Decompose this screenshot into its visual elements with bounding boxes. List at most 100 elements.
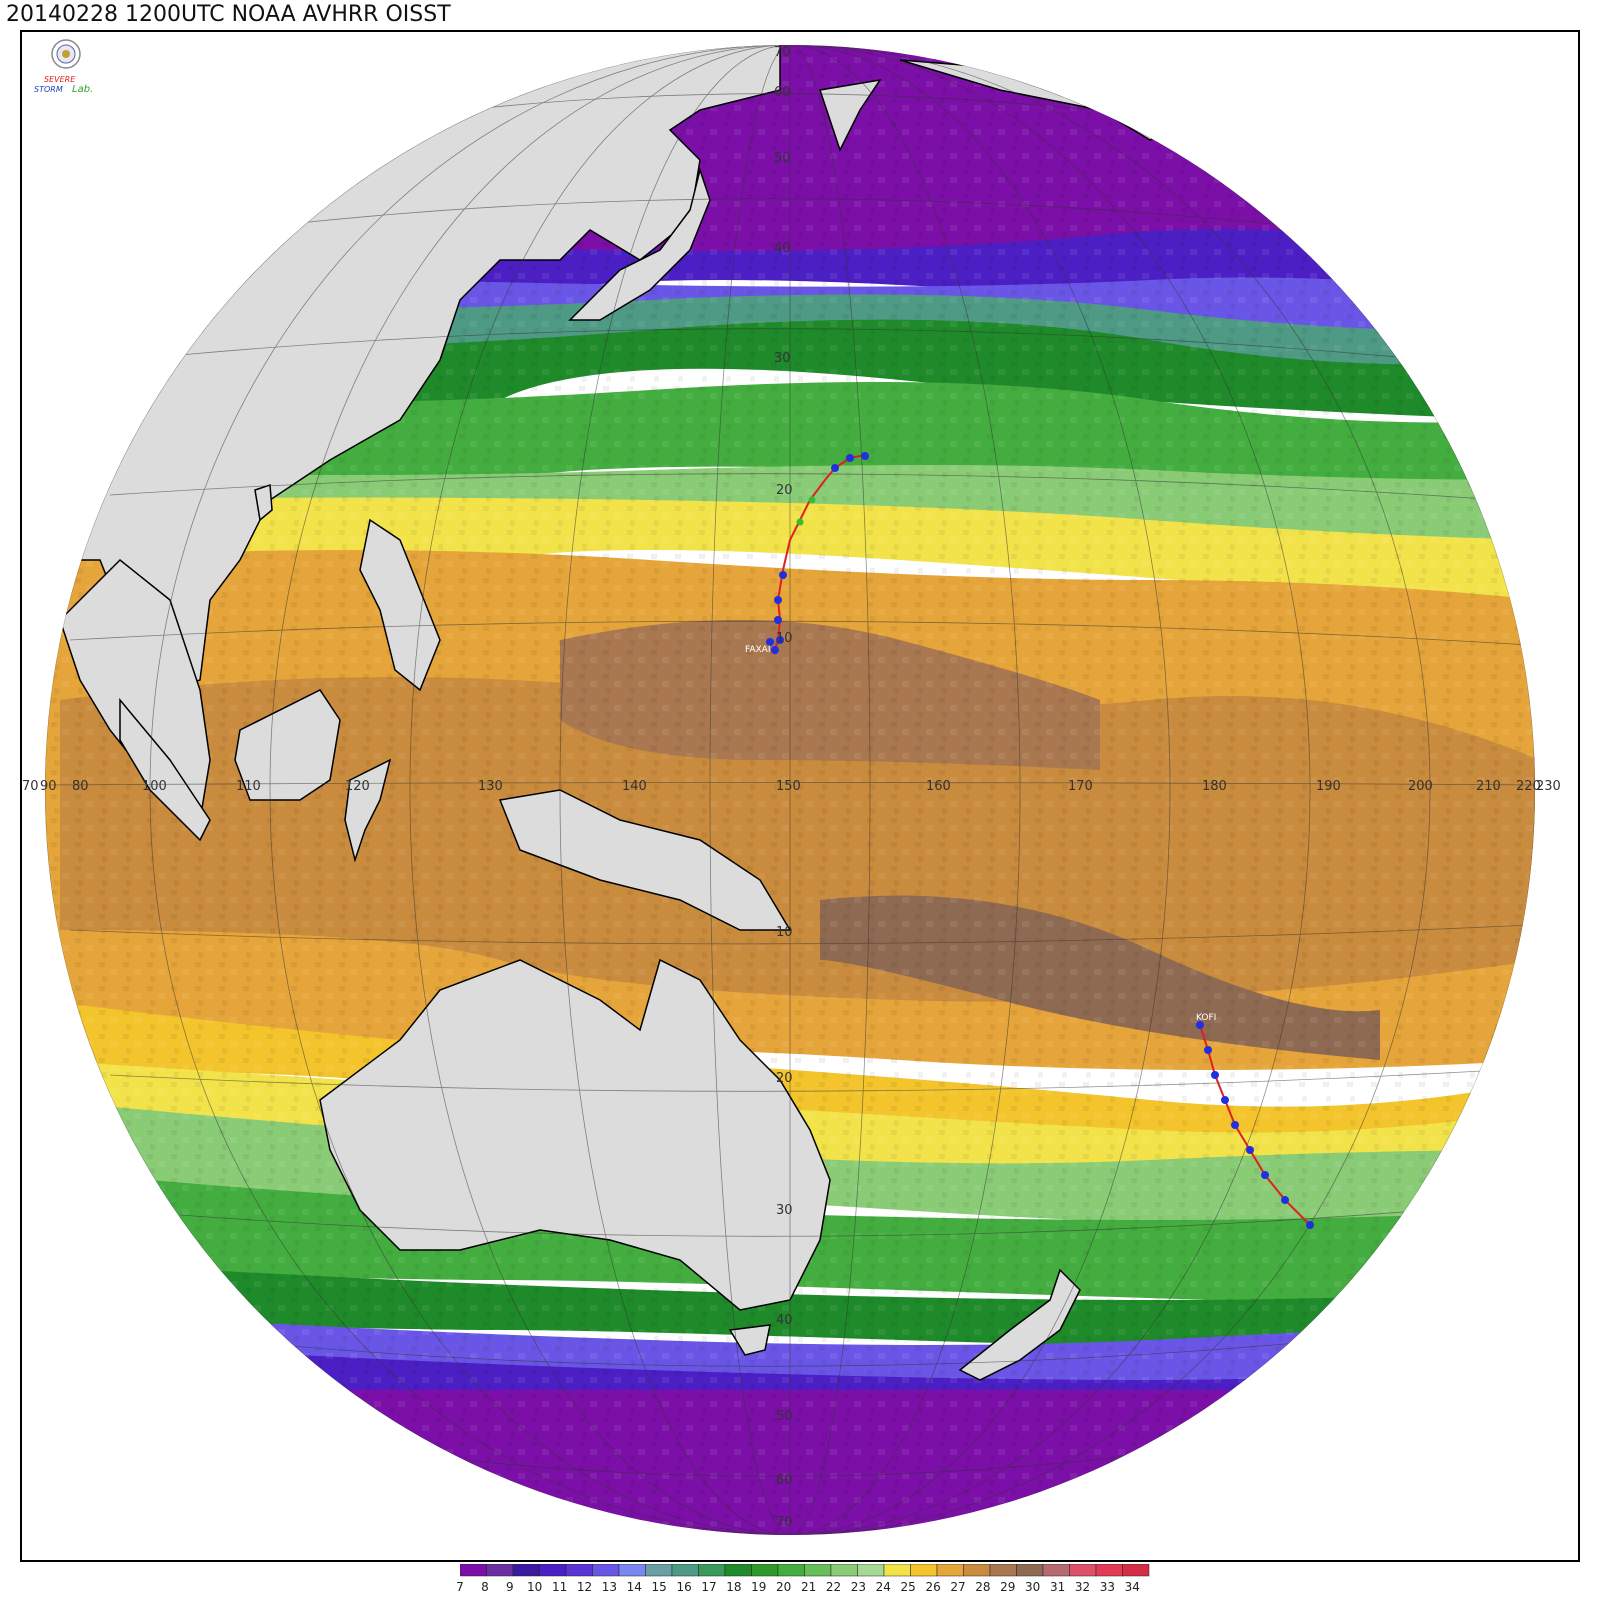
kamchatka [819, 78, 882, 152]
emblem-icon [51, 39, 81, 69]
taiwan [254, 483, 273, 522]
colorbar-tick: 26 [925, 1580, 941, 1594]
lat-label: 70 [774, 45, 791, 60]
philippines [359, 518, 441, 692]
lon-label: 110 [236, 779, 261, 794]
colorbar-tick-labels: 7 8 9 10 11 12 13 14 15 16 17 18 19 20 21 22 23 24 25 26 27 2… [456, 1580, 1146, 1600]
lon-label: 160 [926, 779, 951, 794]
colorbar-swatch [539, 1564, 567, 1577]
map-title: 20140228 1200UTC NOAA AVHRR OISST [6, 2, 451, 27]
colorbar-tick: 14 [626, 1580, 642, 1594]
colorbar-swatch [777, 1564, 805, 1577]
storm-label-faxai: FAXAI [745, 645, 770, 655]
colorbar-swatch [618, 1564, 646, 1577]
lon-label: 90 [40, 779, 57, 794]
new-zealand [958, 1268, 1081, 1381]
lat-label: 10 [776, 631, 793, 646]
colorbar-swatch [512, 1564, 540, 1577]
globe-disc [45, 45, 1535, 1535]
logo-text-lab: Lab. [72, 84, 93, 95]
colorbar-swatch [671, 1564, 699, 1577]
colorbar-tick: 21 [800, 1580, 817, 1594]
severe-storm-lab-logo: SEVERE STORM Lab. [26, 38, 106, 98]
colorbar-swatch [1095, 1564, 1123, 1577]
lat-label: 10 [776, 925, 793, 940]
lon-label: 130 [478, 779, 503, 794]
storm-track-faxai: FAXAI [745, 452, 869, 655]
lon-label: 200 [1408, 779, 1433, 794]
lat-label: 50 [774, 151, 791, 166]
lon-label: 80 [72, 779, 89, 794]
lat-label: 60 [776, 1473, 793, 1488]
lon-label: 170 [1068, 779, 1093, 794]
lat-label: 30 [776, 1203, 793, 1218]
storm-label-kofi: KOFI [1196, 1013, 1216, 1023]
lon-label: 230 [1536, 779, 1561, 794]
sumatra-java [119, 697, 211, 842]
lat-label: 70 [776, 1515, 793, 1530]
colorbar-swatch [751, 1564, 779, 1577]
lon-label: 190 [1316, 779, 1341, 794]
colorbar-swatch [1069, 1564, 1097, 1577]
track-points [766, 452, 869, 654]
storm-track-kofi: KOFI [1196, 1013, 1314, 1229]
colorbar-swatch [910, 1564, 938, 1577]
colorbar-tick: 33 [1099, 1580, 1116, 1594]
colorbar-swatch [1016, 1564, 1044, 1577]
lat-label: 30 [774, 351, 791, 366]
colorbar-swatch [592, 1564, 620, 1577]
colorbar-tick: 9 [505, 1580, 514, 1594]
lon-label: 180 [1202, 779, 1227, 794]
track-points [1196, 1021, 1314, 1229]
colorbar-tick: 11 [551, 1580, 568, 1594]
colorbar-tick: 22 [825, 1580, 842, 1594]
colorbar-swatch [565, 1564, 593, 1577]
colorbar-tick: 19 [751, 1580, 767, 1594]
lon-label: 150 [776, 779, 801, 794]
colorbar-tick: 25 [900, 1580, 916, 1594]
lat-label: 50 [776, 1409, 793, 1424]
colorbar-swatch [698, 1564, 726, 1577]
graticule [45, 45, 1535, 1535]
colorbar-swatch [883, 1564, 911, 1577]
colorbar-tick: 30 [1025, 1580, 1041, 1594]
colorbar-swatch [963, 1564, 991, 1577]
colorbar-tick: 24 [875, 1580, 891, 1594]
colorbar-swatch [645, 1564, 673, 1577]
lon-label: 140 [622, 779, 647, 794]
colorbar-tick: 18 [726, 1580, 742, 1594]
colorbar-swatch [486, 1564, 514, 1577]
colorbar-swatch [830, 1564, 858, 1577]
japan [568, 167, 711, 321]
colorbar-tick: 29 [1000, 1580, 1016, 1594]
colorbar-swatch [857, 1564, 885, 1577]
colorbar-swatch [1122, 1564, 1150, 1577]
colorbar-tick: 28 [975, 1580, 991, 1594]
colorbar-tick: 20 [776, 1580, 792, 1594]
logo-text-storm: STORM [34, 85, 63, 94]
colorbar-tick: 12 [576, 1580, 593, 1594]
colorbar-tick: 16 [676, 1580, 692, 1594]
lat-label: 40 [774, 241, 791, 256]
sulawesi [344, 758, 392, 863]
tasmania [728, 1324, 771, 1356]
logo-text-severe: SEVERE [44, 75, 76, 84]
colorbar-tick: 23 [850, 1580, 867, 1594]
colorbar-swatch [989, 1564, 1017, 1577]
colorbar-swatch [460, 1564, 487, 1577]
colorbar-tick: 34 [1124, 1580, 1140, 1594]
lat-label: 20 [776, 483, 793, 498]
colorbar-tick: 7 [456, 1580, 464, 1594]
lon-label: 220 [1516, 779, 1541, 794]
colorbar-tick: 15 [651, 1580, 667, 1594]
sst-globe-map: FAXAI KOFI 70 80 90 100 110 120 130 140 … [22, 45, 1561, 1535]
colorbar-tick: 32 [1074, 1580, 1091, 1594]
borneo [234, 689, 341, 801]
sst-colorbar [460, 1564, 1150, 1577]
australia [319, 958, 831, 1311]
colorbar-tick: 13 [601, 1580, 618, 1594]
lon-label: 210 [1476, 779, 1501, 794]
colorbar-swatch [936, 1564, 964, 1577]
colorbar-swatch [724, 1564, 752, 1577]
colorbar-tick: 31 [1049, 1580, 1066, 1594]
